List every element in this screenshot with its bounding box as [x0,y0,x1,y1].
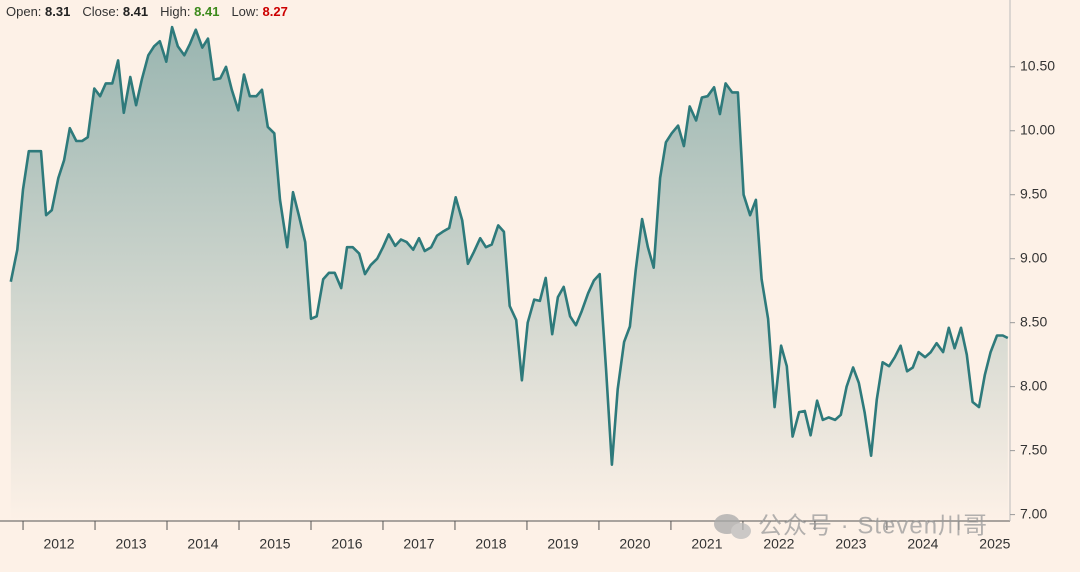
x-tick-label: 2025 [979,536,1010,552]
ohlc-label: Close: [82,4,120,19]
y-tick-label: 7.00 [1020,505,1047,521]
ohlc-item: Open: 8.31 [6,4,70,19]
y-tick-label: 10.00 [1020,121,1055,137]
ohlc-label: Open: [6,4,42,19]
x-tick-label: 2019 [547,536,578,552]
ohlc-item: High: 8.41 [160,4,219,19]
ohlc-label: High: [160,4,191,19]
area [10,27,1008,521]
ohlc-value: 8.41 [194,4,220,19]
y-tick-label: 7.50 [1020,441,1047,457]
x-tick-label: 2012 [43,536,74,552]
x-tick-label: 2023 [835,536,866,552]
ohlc-header: Open: 8.31 Close: 8.41 High: 8.41 Low: 8.27 [6,4,300,19]
y-tick-label: 9.50 [1020,185,1047,201]
x-tick-label: 2017 [403,536,434,552]
watermark-icon [731,523,751,539]
ohlc-value: 8.27 [262,4,288,19]
ohlc-value: 8.41 [122,4,149,19]
ohlc-value: 8.31 [45,4,71,19]
watermark: 公众号 · Steven川哥 [714,512,988,539]
y-tick-label: 8.00 [1020,377,1047,393]
y-tick-label: 10.50 [1020,57,1055,73]
price-line [9,25,1009,466]
x-tick-label: 2014 [187,536,218,552]
x-tick-label: 2022 [763,536,794,552]
x-tick-label: 2013 [115,536,146,552]
y-tick-label: 9.00 [1020,249,1047,265]
x-tick-label: 2024 [907,536,938,552]
watermark-text: 公众号 · Steven川哥 [758,512,988,539]
x-tick-label: 2015 [259,536,290,552]
x-tick-label: 2016 [331,536,362,552]
x-tick-label: 2021 [691,536,722,552]
y-tick-label: 8.50 [1020,313,1047,329]
x-tick-label: 2018 [475,536,506,552]
ohlc-label: Low: [231,4,259,19]
x-tick-label: 2020 [619,536,650,552]
ohlc-item: Low: 8.27 [231,4,287,19]
ohlc-item: Close: 8.41 [82,4,148,19]
